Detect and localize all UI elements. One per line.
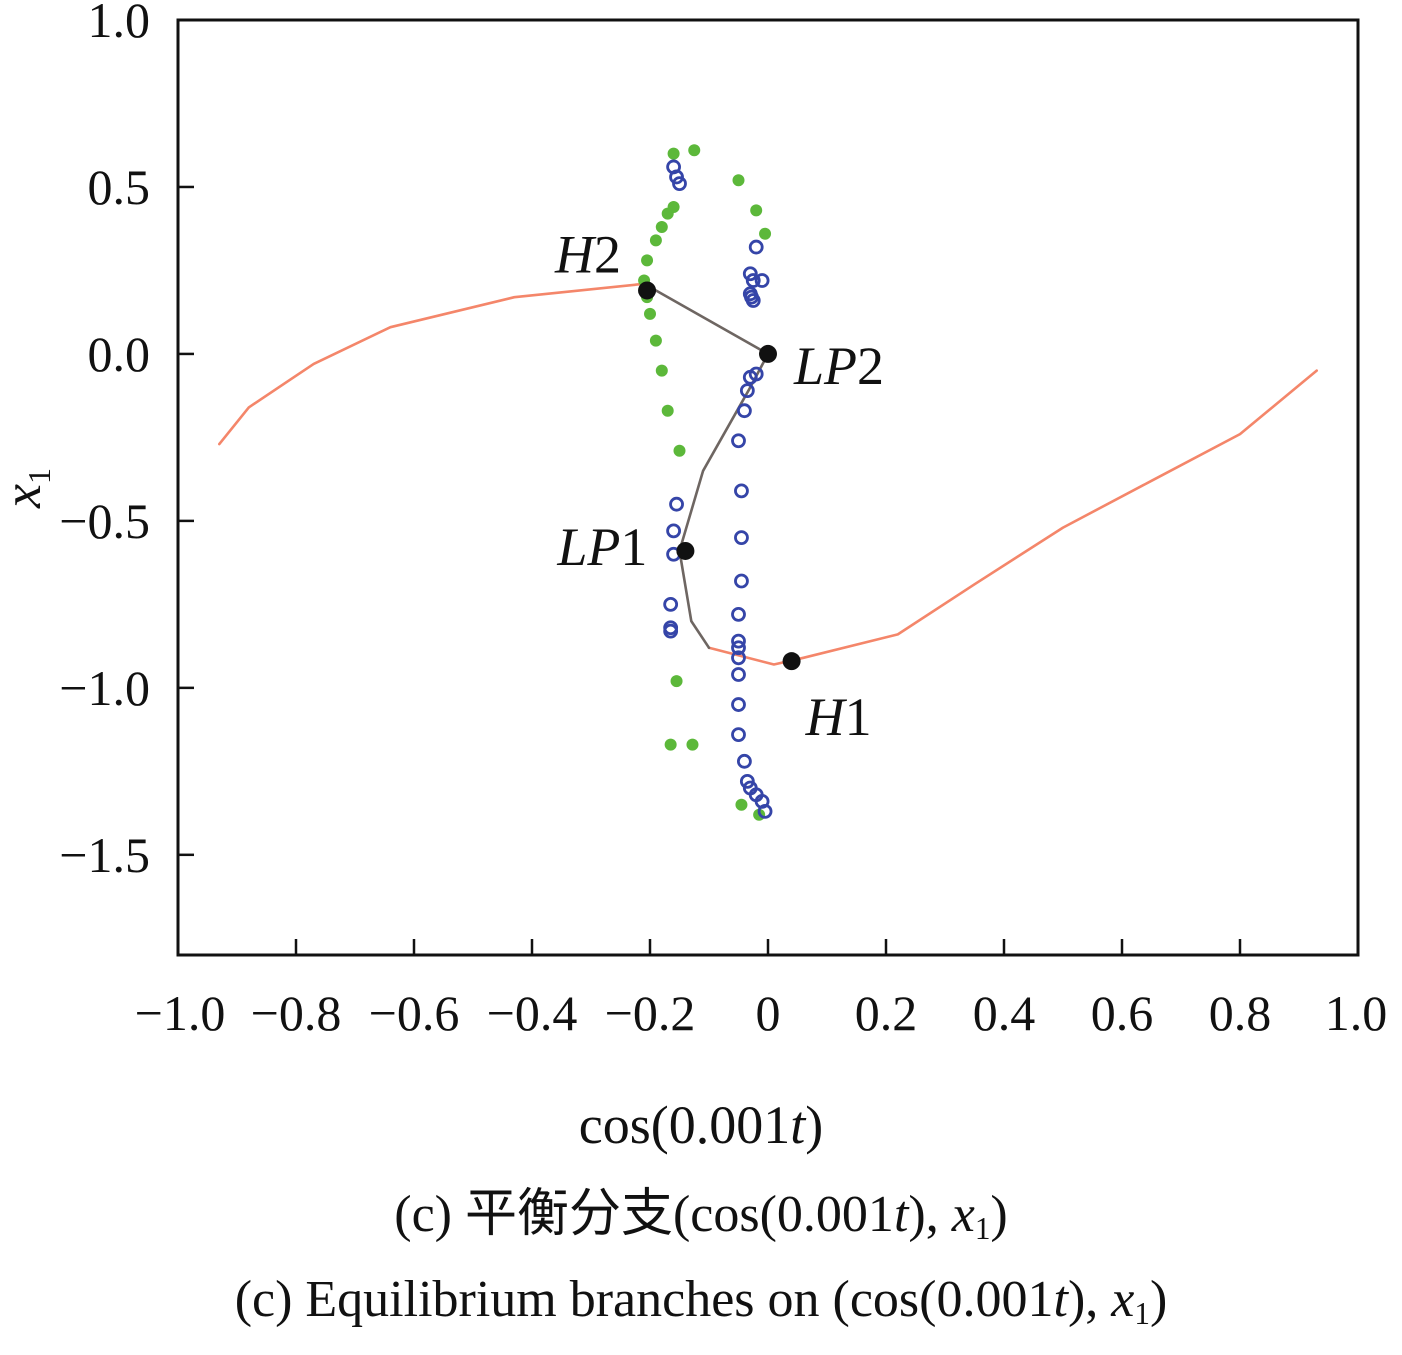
blue-circle-point bbox=[731, 667, 746, 682]
green-dot-point bbox=[641, 254, 654, 267]
caption-chinese: (c) 平衡分支(cos(0.001t), x1) bbox=[394, 1186, 1008, 1246]
y-tick-label: 1.0 bbox=[88, 0, 151, 48]
plot-frame bbox=[176, 18, 1360, 957]
x-tick-label: −0.2 bbox=[605, 985, 696, 1041]
bifurcation-point bbox=[759, 344, 777, 363]
y-tick-label: 0.0 bbox=[88, 326, 151, 382]
green-dot-point bbox=[686, 738, 699, 751]
green-dot-point bbox=[673, 444, 686, 457]
blue-circle-point bbox=[663, 623, 679, 639]
x-tick-label: −0.4 bbox=[487, 985, 578, 1041]
green-dot-point bbox=[649, 234, 662, 247]
blue-circle-point bbox=[731, 727, 746, 743]
x-tick-label: 0.8 bbox=[1209, 985, 1272, 1041]
annotation-lp2: LP2 bbox=[793, 336, 884, 396]
x-tick-label: 0.2 bbox=[855, 985, 918, 1041]
green-dot-point bbox=[688, 144, 701, 157]
y-tick-label: −0.5 bbox=[59, 493, 150, 549]
plot-area: H2 LP2 LP1 H1 bbox=[218, 144, 1318, 821]
green-dot-point bbox=[649, 334, 662, 347]
blue-circle-point bbox=[754, 273, 770, 288]
blue-circle-point bbox=[731, 650, 746, 666]
blue-circle-point bbox=[737, 753, 752, 769]
green-dot-point bbox=[655, 364, 668, 377]
x-tick-label: −1.0 bbox=[135, 985, 226, 1041]
series-line-1 bbox=[707, 369, 1318, 666]
blue-circle-point bbox=[731, 697, 746, 712]
y-tick-label: −1.5 bbox=[59, 827, 150, 883]
blue-circle-point bbox=[731, 606, 746, 622]
x-tick-label: −0.6 bbox=[369, 985, 460, 1041]
blue-circle-point bbox=[757, 804, 773, 819]
green-dot-point bbox=[661, 207, 674, 220]
annotation-h1: H1 bbox=[805, 687, 872, 747]
blue-circle-point bbox=[734, 573, 749, 589]
blue-circle-point bbox=[742, 369, 758, 385]
blue-circle-point bbox=[734, 483, 749, 499]
x-axis-title: cos(0.001t) bbox=[578, 1095, 824, 1155]
annotation-h2: H2 bbox=[554, 224, 621, 284]
bifurcation-point bbox=[782, 652, 801, 671]
blue-circle-point bbox=[731, 633, 746, 649]
x-tick-label: 0 bbox=[756, 985, 781, 1041]
green-dot-point bbox=[644, 307, 656, 320]
x-tick-label: −0.8 bbox=[251, 985, 342, 1041]
green-dot-point bbox=[735, 798, 748, 811]
green-dot-point bbox=[759, 227, 772, 240]
blue-circle-point bbox=[742, 266, 758, 282]
green-dot-point bbox=[667, 147, 680, 160]
green-dot-point bbox=[655, 221, 668, 234]
green-dot-point bbox=[664, 738, 677, 751]
series-line-2 bbox=[642, 282, 770, 650]
equilibrium-branch-chart: H2 LP2 LP1 H1 −1.0 −0.8 −0.6 −0.4 −0.2 0 0.2 0.4 0.… bbox=[0, 0, 1387, 1041]
blue-circle-point bbox=[748, 239, 764, 255]
x-tick-label: 1.0 bbox=[1325, 985, 1388, 1041]
green-dot-point bbox=[661, 404, 674, 417]
green-dot-point bbox=[670, 675, 683, 688]
x-tick-label: 0.4 bbox=[973, 985, 1036, 1041]
bifurcation-point bbox=[676, 541, 695, 560]
green-dot-point bbox=[750, 204, 763, 217]
blue-circle-point bbox=[663, 596, 679, 612]
blue-circle-point bbox=[737, 403, 752, 419]
y-tick-label: 0.5 bbox=[88, 159, 151, 215]
blue-circle-point bbox=[731, 640, 746, 656]
axes: −1.0 −0.8 −0.6 −0.4 −0.2 0 0.2 0.4 0.6 0.8 1.0 1.0 0… bbox=[0, 0, 1387, 1041]
blue-circle-point bbox=[731, 433, 746, 449]
blue-circle-point bbox=[739, 383, 755, 399]
y-tick-label: −1.0 bbox=[59, 660, 150, 716]
blue-circle-point bbox=[672, 176, 687, 192]
series-line-0 bbox=[218, 282, 646, 446]
green-dot-point bbox=[732, 174, 745, 187]
blue-circle-point bbox=[745, 293, 761, 308]
caption-english: (c) Equilibrium branches on (cos(0.001t)… bbox=[234, 1271, 1168, 1331]
y-axis-title: x1 bbox=[0, 468, 57, 509]
blue-circle-point bbox=[669, 496, 684, 512]
x-tick-label: 0.6 bbox=[1091, 985, 1154, 1041]
blue-circle-point bbox=[666, 523, 681, 539]
blue-circle-point bbox=[734, 530, 749, 545]
bifurcation-point bbox=[638, 281, 657, 300]
annotation-lp1: LP1 bbox=[556, 517, 647, 577]
